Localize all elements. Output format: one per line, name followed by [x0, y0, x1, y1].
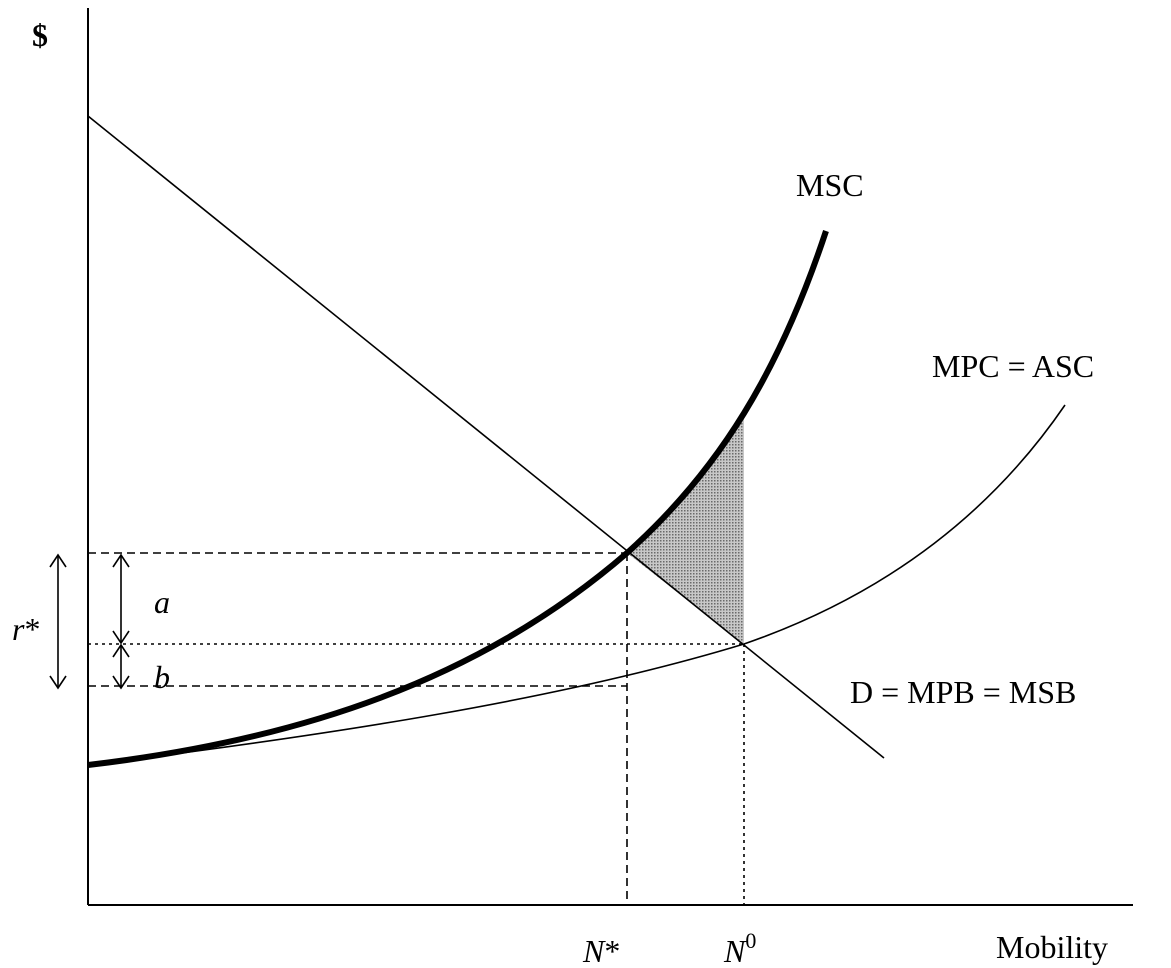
mpc-label: MPC = ASC [932, 348, 1094, 384]
x-axis-label: Mobility [996, 929, 1108, 965]
a-label: a [154, 584, 170, 620]
b-arrow [112, 643, 130, 690]
n-star-label: N* [582, 933, 620, 968]
a-arrow [112, 553, 130, 645]
demand-curve [87, 115, 885, 759]
msc-curve [87, 230, 829, 768]
msc-label: MSC [796, 167, 864, 203]
n-zero-label: N0 [723, 928, 756, 968]
deadweight-loss-area [627, 410, 744, 644]
mpc-curve [87, 404, 1066, 766]
r-star-label: r* [12, 611, 40, 647]
b-label: b [154, 659, 170, 695]
y-axis-label: $ [32, 17, 48, 53]
demand-label: D = MPB = MSB [850, 674, 1076, 710]
r-star-arrow [49, 553, 67, 690]
